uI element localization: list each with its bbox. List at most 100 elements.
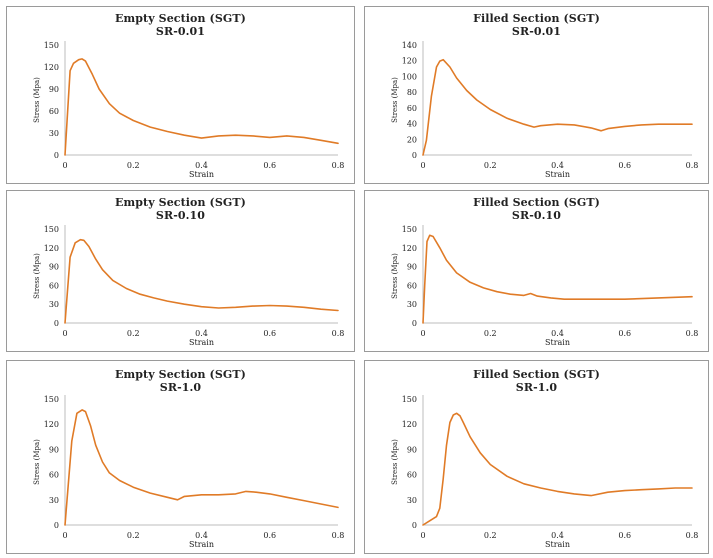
y-tick-label: 20 xyxy=(407,135,417,144)
chart-title: Empty Section (SGT) xyxy=(115,196,246,209)
chart-title: Empty Section (SGT) xyxy=(115,12,246,25)
y-tick-label: 150 xyxy=(44,395,59,404)
y-tick-label: 120 xyxy=(44,63,59,72)
chart-title: Filled Section (SGT) xyxy=(473,196,600,209)
y-tick-label: 60 xyxy=(407,281,417,290)
x-tick-label: 0.4 xyxy=(551,329,564,338)
x-tick-label: 0.4 xyxy=(195,161,208,170)
y-tick-label: 90 xyxy=(407,263,417,272)
y-tick-label: 0 xyxy=(412,151,417,160)
chart-svg: 0 30 60 90 120 150 0 0.2 0.4 0.6 0.8 Strain Stress (… xyxy=(33,395,345,549)
y-tick-label: 0 xyxy=(54,319,59,328)
y-tick-label: 60 xyxy=(407,471,417,480)
x-tick-label: 0 xyxy=(62,329,67,338)
x-tick-label: 0.2 xyxy=(127,329,140,338)
x-tick-label: 0.4 xyxy=(551,161,564,170)
chart-svg: 0 30 60 90 120 150 0 0.2 0.4 0.6 0.8 Strain Stress (… xyxy=(33,225,345,347)
y-tick-label: 40 xyxy=(407,120,417,129)
series-line xyxy=(64,409,339,526)
chart-title: Filled Section (SGT) xyxy=(473,12,600,25)
x-tick-label: 0 xyxy=(420,531,425,540)
x-tick-label: 0.8 xyxy=(686,329,699,338)
y-tick-label: 150 xyxy=(402,225,417,234)
chart-panel-5: Empty Section (SGT) SR-1.0 0 30 60 90 120 150… xyxy=(6,360,355,554)
chart-subtitle: SR-0.01 xyxy=(155,25,206,38)
x-tick-label: 0.2 xyxy=(127,161,140,170)
x-tick-label: 0.6 xyxy=(618,161,631,170)
x-tick-label: 0.8 xyxy=(686,161,699,170)
x-tick-label: 0 xyxy=(62,161,67,170)
chart-svg: 0 30 60 90 120 150 0 0.2 0.4 0.6 0.8 Strain Stress (… xyxy=(33,41,345,179)
y-tick-label: 60 xyxy=(49,107,59,116)
y-tick-label: 90 xyxy=(49,445,59,454)
chart-panel-4: Filled Section (SGT) SR-0.10 0 30 60 90 120 1… xyxy=(364,190,709,352)
x-tick-label: 0.8 xyxy=(686,531,699,540)
series-line xyxy=(422,58,693,156)
x-axis-label: Strain xyxy=(189,338,214,347)
y-axis-label: Stress (Mpa) xyxy=(33,77,41,123)
x-tick-label: 0.8 xyxy=(332,161,345,170)
y-tick-label: 0 xyxy=(412,521,417,530)
y-tick-label: 60 xyxy=(49,471,59,480)
y-tick-label: 0 xyxy=(412,319,417,328)
y-tick-label: 100 xyxy=(402,72,417,81)
x-tick-label: 0.6 xyxy=(618,329,631,338)
series-line xyxy=(64,58,339,156)
y-tick-label: 90 xyxy=(49,263,59,272)
x-tick-label: 0 xyxy=(420,329,425,338)
x-axis-label: Strain xyxy=(189,540,214,549)
chart-subtitle: SR-0.10 xyxy=(155,209,206,222)
x-tick-label: 0.6 xyxy=(263,531,276,540)
x-tick-label: 0.4 xyxy=(551,531,564,540)
y-tick-label: 150 xyxy=(44,41,59,50)
y-axis-label: Stress (Mpa) xyxy=(33,253,41,299)
chart-subtitle: SR-0.10 xyxy=(511,209,562,222)
y-tick-label: 30 xyxy=(407,300,417,309)
series-line xyxy=(422,234,693,324)
chart-svg: 0 30 60 90 120 150 0 0.2 0.4 0.6 0.8 Strain Stress (… xyxy=(391,395,699,549)
y-tick-label: 140 xyxy=(402,41,417,50)
x-tick-label: 0.2 xyxy=(127,531,140,540)
y-tick-label: 60 xyxy=(407,104,417,113)
y-axis-label: Stress (Mpa) xyxy=(391,253,399,299)
y-tick-label: 90 xyxy=(407,445,417,454)
x-axis-label: Strain xyxy=(545,338,570,347)
y-tick-label: 30 xyxy=(49,300,59,309)
y-tick-label: 0 xyxy=(54,521,59,530)
y-tick-label: 150 xyxy=(402,395,417,404)
x-tick-label: 0 xyxy=(62,531,67,540)
x-axis-label: Strain xyxy=(189,170,214,179)
x-tick-label: 0.2 xyxy=(484,329,497,338)
series-line xyxy=(422,412,693,526)
y-axis-label: Stress (Mpa) xyxy=(33,439,41,485)
y-tick-label: 30 xyxy=(407,496,417,505)
y-tick-label: 60 xyxy=(49,281,59,290)
chart-panel-1: Empty Section (SGT) SR-0.01 0 30 60 90 120 15… xyxy=(6,6,355,184)
y-tick-label: 120 xyxy=(44,244,59,253)
y-tick-label: 120 xyxy=(402,57,417,66)
y-tick-label: 80 xyxy=(407,88,417,97)
y-tick-label: 90 xyxy=(49,85,59,94)
series-line xyxy=(64,238,339,324)
x-tick-label: 0.4 xyxy=(195,531,208,540)
chart-title: Empty Section (SGT) xyxy=(115,368,246,381)
y-tick-label: 150 xyxy=(44,225,59,234)
y-axis-label: Stress (Mpa) xyxy=(391,439,399,485)
x-tick-label: 0.8 xyxy=(332,531,345,540)
x-tick-label: 0.6 xyxy=(263,329,276,338)
x-tick-label: 0 xyxy=(420,161,425,170)
chart-subtitle: SR-1.0 xyxy=(159,381,202,394)
y-tick-label: 120 xyxy=(402,244,417,253)
x-tick-label: 0.8 xyxy=(332,329,345,338)
y-tick-label: 30 xyxy=(49,496,59,505)
x-tick-label: 0.4 xyxy=(195,329,208,338)
y-tick-label: 30 xyxy=(49,129,59,138)
y-tick-label: 120 xyxy=(44,420,59,429)
chart-subtitle: SR-1.0 xyxy=(515,381,558,394)
chart-title: Filled Section (SGT) xyxy=(473,368,600,381)
x-tick-label: 0.2 xyxy=(484,531,497,540)
y-tick-label: 120 xyxy=(402,420,417,429)
chart-panel-6: Filled Section (SGT) SR-1.0 0 30 60 90 120 15… xyxy=(364,360,709,554)
y-axis-label: Stress (Mpa) xyxy=(391,77,399,123)
